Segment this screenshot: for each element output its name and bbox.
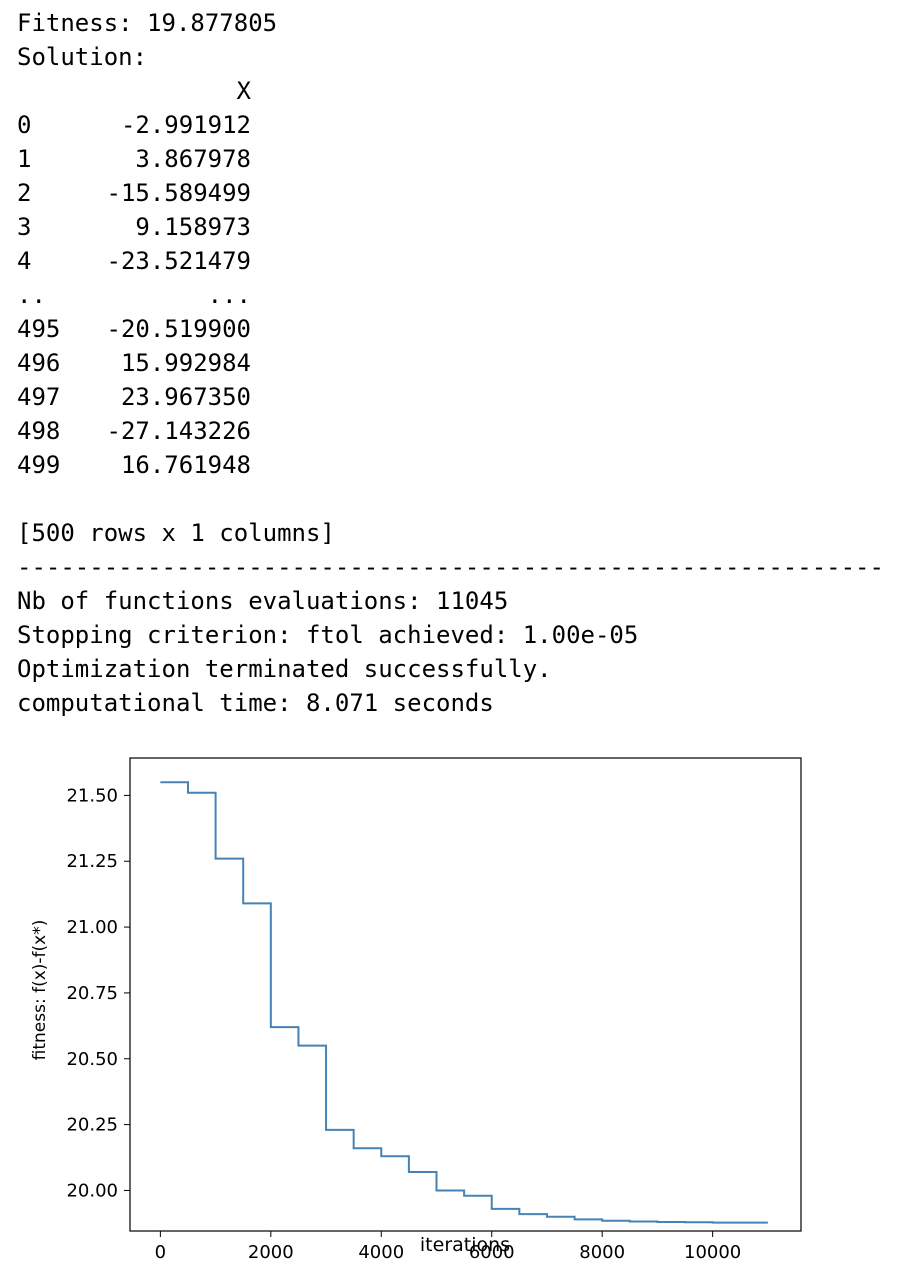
row-index: .. [17, 281, 46, 309]
x-tick-label: 8000 [579, 1242, 625, 1263]
row-index: 2 [17, 179, 32, 207]
row-index: 497 [17, 383, 61, 411]
stopping-criterion-line: Stopping criterion: ftol achieved: 1.00e… [17, 621, 639, 649]
fitness-chart: 0 2000 4000 6000 8000 10000 20.0020.2520.5020… [30, 757, 802, 1263]
solution-table: 0 -2.991912 1 3.867978 2 -15.589499 3 9.1589… [17, 108, 914, 482]
row-value: ... [207, 281, 251, 309]
y-tick-label: 20.00 [66, 1180, 118, 1201]
row-index: 498 [17, 417, 61, 445]
row-value: 23.967350 [120, 383, 251, 411]
column-header: X [236, 77, 251, 105]
computational-time-line: computational time: 8.071 seconds [17, 689, 494, 717]
row-index: 499 [17, 451, 61, 479]
row-index: 0 [17, 111, 32, 139]
row-value: 9.158973 [135, 213, 251, 241]
row-value: 15.992984 [120, 349, 251, 377]
row-value: -23.521479 [106, 247, 252, 275]
evaluations-line: Nb of functions evaluations: 11045 [17, 587, 509, 615]
y-tick-label: 21.50 [66, 785, 118, 806]
table-row: 497 23.967350 [17, 380, 914, 414]
table-row: ..... [17, 278, 914, 312]
row-value: -15.589499 [106, 179, 252, 207]
row-value: 16.761948 [120, 451, 251, 479]
termination-line: Optimization terminated successfully. [17, 655, 552, 683]
fitness-line: Fitness: 19.877805 [17, 9, 278, 37]
x-axis: 0 2000 4000 6000 8000 10000 [155, 1231, 741, 1263]
table-row: 1 3.867978 [17, 142, 914, 176]
series-line [160, 781, 768, 1224]
table-row: 499 16.761948 [17, 448, 914, 482]
table-header: X [17, 74, 914, 108]
table-row: 4 -23.521479 [17, 244, 914, 278]
table-row: 2 -15.589499 [17, 176, 914, 210]
row-value: 3.867978 [135, 145, 251, 173]
row-value: -2.991912 [120, 111, 251, 139]
row-index: 496 [17, 349, 61, 377]
y-tick-label: 20.75 [66, 983, 118, 1004]
console-output: Fitness: 19.877805 Solution: X 0 -2.99191… [17, 6, 914, 720]
row-index: 1 [17, 145, 32, 173]
x-tick-label: 6000 [469, 1242, 515, 1263]
fitness-plot: 0 2000 4000 6000 8000 10000 20.00 20.25 20.50 20… [0, 740, 914, 1266]
row-index: 3 [17, 213, 32, 241]
x-tick-label: 10000 [684, 1242, 741, 1263]
y-tick-label: 20.50 [66, 1049, 118, 1070]
table-row: 498 -27.143226 [17, 414, 914, 448]
separator-line: ----------------------------------------… [17, 553, 884, 581]
x-tick-label: 4000 [358, 1242, 404, 1263]
table-row: 3 9.158973 [17, 210, 914, 244]
y-tick-label: 20.25 [66, 1115, 118, 1136]
shape-line: [500 rows x 1 columns] [17, 519, 335, 547]
y-axis-label: fitness: f(x)-f(x*) [30, 920, 50, 1061]
table-row: 495 -20.519900 [17, 312, 914, 346]
y-axis: 20.00 20.25 20.50 20.75 21.00 21.25 21.50 [66, 785, 130, 1201]
row-index: 4 [17, 247, 32, 275]
blank-line [17, 482, 914, 516]
table-row: 496 15.992984 [17, 346, 914, 380]
row-index: 495 [17, 315, 61, 343]
x-axis-label: iterations [420, 1234, 510, 1256]
x-tick-label: 0 [155, 1242, 166, 1263]
table-row: 0 -2.991912 [17, 108, 914, 142]
plot-frame [129, 757, 802, 1232]
solution-label: Solution: [17, 43, 148, 71]
x-tick-label: 2000 [248, 1242, 294, 1263]
row-value: -27.143226 [106, 417, 252, 445]
row-value: -20.519900 [106, 315, 252, 343]
y-tick-label: 21.00 [66, 917, 118, 938]
y-tick-label: 21.25 [66, 851, 118, 872]
